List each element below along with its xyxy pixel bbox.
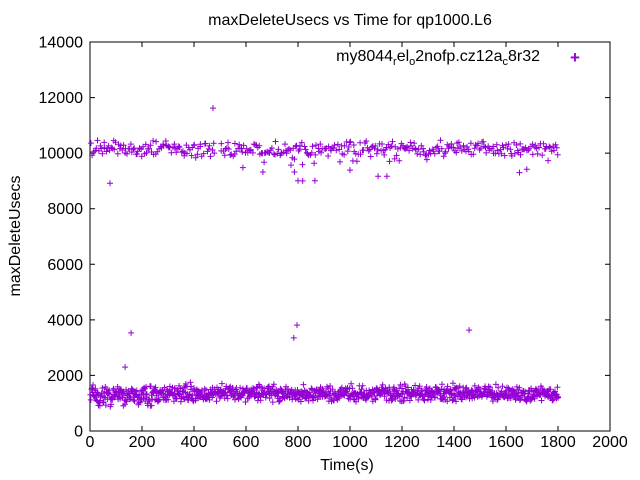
x-tick-label: 800 [285,434,312,451]
x-tick-label: 0 [86,434,95,451]
x-tick-label: 1000 [332,434,368,451]
x-tick-label: 1800 [540,434,576,451]
legend-label-text: my8044 [336,48,394,65]
legend-label-text: el [396,48,410,65]
x-tick-label: 1600 [488,434,524,451]
axis-ticks [89,41,611,432]
y-tick-label: 12000 [39,90,84,107]
legend-series-label: my8044relo2nofp.cz12ac8r32 [336,48,540,68]
legend-label-subscript: o [409,55,416,68]
y-tick-label: 4000 [47,312,83,329]
y-axis-label: maxDeleteUsecs [7,175,24,297]
x-tick-label: 600 [233,434,260,451]
x-tick-label: 200 [129,434,156,451]
plus-marker-icon: + [570,48,580,68]
x-tick-label: 1200 [384,434,420,451]
y-tick-label: 14000 [39,35,84,52]
plot-border [89,41,611,432]
x-axis-label: Time(s) [320,457,374,474]
y-tick-label: 2000 [47,368,83,385]
x-tick-label: 2000 [592,434,628,451]
y-tick-label: 0 [74,424,83,441]
chart-title: maxDeleteUsecs vs Time for qp1000.L6 [208,12,492,29]
legend-label-subscript: r [393,55,397,68]
x-tick-label: 400 [181,434,208,451]
y-tick-label: 8000 [47,201,83,218]
scatter-points-series-1 [87,105,562,410]
y-tick-label: 6000 [47,257,83,274]
y-tick-label: 10000 [39,146,84,163]
legend: my8044relo2nofp.cz12ac8r32 + [336,48,610,68]
legend-label-text: 2nofp.cz12a [415,48,503,65]
x-tick-label: 1400 [436,434,472,451]
legend-label-subscript: c [502,55,508,68]
legend-label-text: 8r32 [507,48,540,65]
